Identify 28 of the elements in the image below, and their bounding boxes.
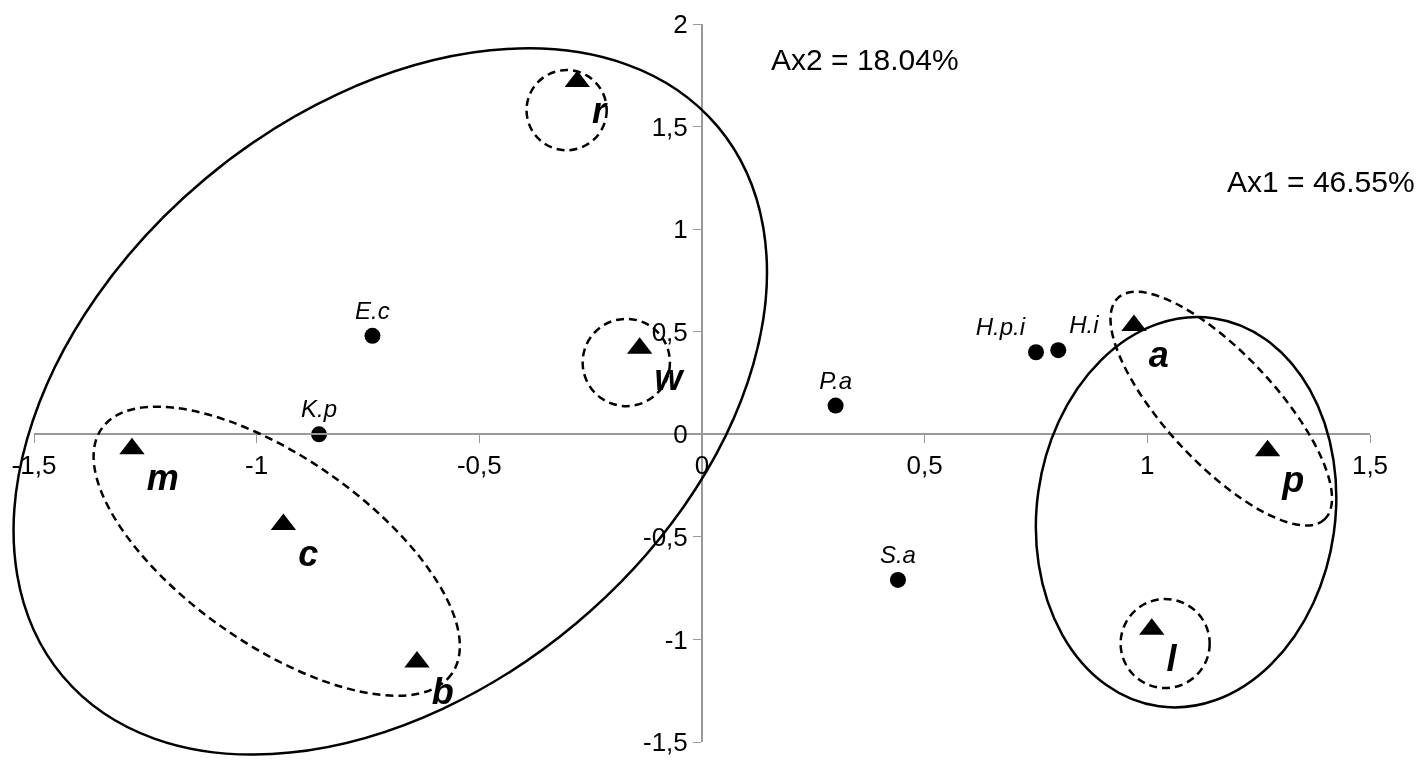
y-tick-label: 0 [673,419,688,450]
series-label: H.p.i [975,313,1026,341]
y-tick-label: 1 [673,214,688,245]
y-tick-label: -1,5 [642,727,688,758]
y-tick-label: -1 [664,624,688,655]
x-tick-label: 1 [1140,450,1155,481]
series-label: b [431,670,454,712]
series-label: p [1281,459,1305,501]
x-axis-title: Ax1 = 46.55% [1227,165,1415,198]
series-label: H.i [1069,311,1100,339]
series-label: m [146,457,179,499]
x-tick-label: 1,5 [1351,450,1389,481]
x-tick-label: 0,5 [906,450,943,481]
series-label: c [298,533,319,575]
series-label: E.c [355,296,390,324]
series-label: a [1148,334,1169,376]
series-label: w [654,356,685,398]
y-axis-title: Ax2 = 18.04% [771,43,959,76]
series-label: K.p [300,395,338,423]
x-tick-label: -1 [245,450,269,481]
y-tick-label: 1,5 [651,111,688,142]
series-label: P.a [819,366,853,394]
y-tick-label: 0,5 [651,316,688,347]
x-tick-label: -0,5 [456,450,502,481]
series-label: r [592,90,609,132]
series-label: S.a [879,540,916,568]
series-label: l [1166,637,1178,679]
y-tick-label: 2 [673,9,688,40]
